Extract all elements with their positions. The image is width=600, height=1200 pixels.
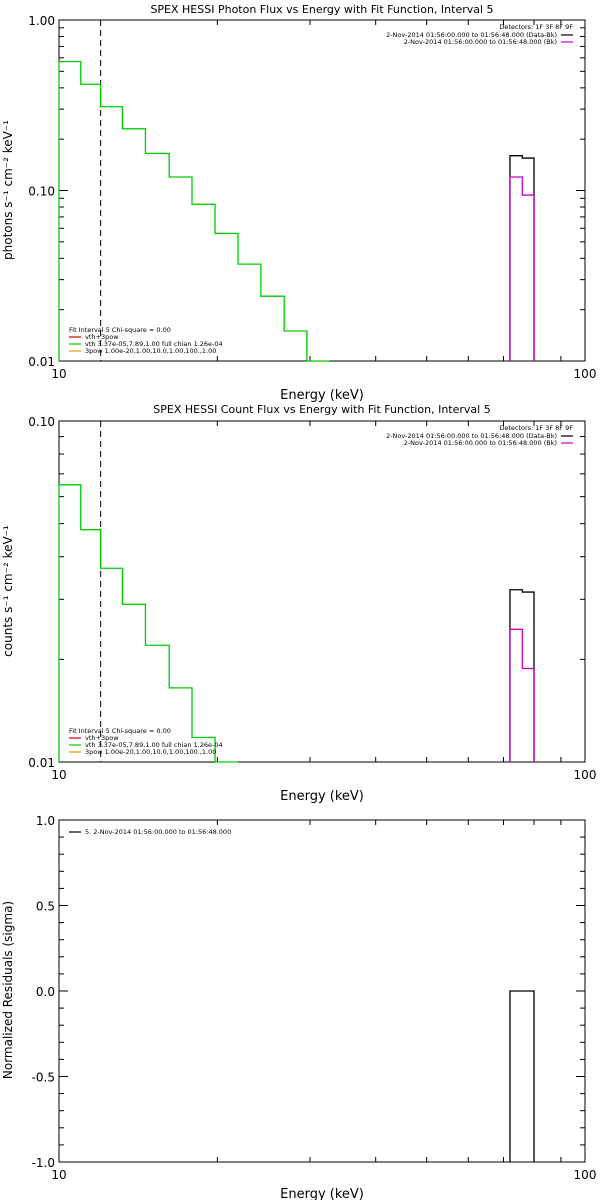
count-flux-ytick-label: 0.10: [28, 415, 55, 429]
count-flux-fit-legend-entry: vth+3pow: [85, 734, 119, 742]
photon-flux-series-2-step-line: [509, 176, 535, 361]
residuals-plot: 10 100 1.0 0.5 0.0 -0.5 -1.0 5. 2-Nov-2014 01:5…: [32, 814, 597, 1182]
count-flux-fit-legend-entry: vth 3.37e-05,7.89,1.00 full chian 1.26e-…: [85, 741, 223, 749]
count-flux-ytick-label: 0.01: [28, 756, 55, 770]
count-flux-legend-header: Detectors: 1F 3F 8F 9F: [499, 424, 573, 432]
photon-flux-fit-legend-entry: vth+3pow: [85, 333, 119, 341]
photon-flux-fit-legend-entry: 3pow 1.00e-20,1.00,10.0,1.00,100.,1.00: [85, 347, 216, 355]
photon-flux-series-0-step-line: [58, 60, 330, 362]
count-flux-panel: SPEX HESSI Count Flux vs Energy with Fit…: [1, 403, 596, 804]
count-flux-xlabel: Energy (keV): [280, 789, 364, 804]
residuals-plot-frame: [58, 819, 586, 1163]
count-flux-series-0-step-line: [58, 484, 239, 763]
photon-flux-fit-legend-header: Fit Interval 5 Chi-square = 0.00: [69, 326, 171, 334]
count-flux-series-1-step-line: [509, 589, 535, 762]
count-flux-xtick-label: 10: [51, 768, 66, 782]
photon-flux-legend-header: Detectors: 1F 3F 8F 9F: [499, 23, 573, 31]
count-flux-legend-entry: 2-Nov-2014 01:56:00.000 to 01:56:48.000 …: [404, 439, 557, 447]
photon-flux-xtick-label: 10: [51, 367, 66, 381]
photon-flux-plot-frame: [58, 19, 586, 362]
photon-flux-title: SPEX HESSI Photon Flux vs Energy with Fi…: [150, 3, 493, 16]
photon-flux-xlabel: Energy (keV): [280, 388, 364, 403]
photon-flux-legend-entry: 2-Nov-2014 01:56:00.000 to 01:56:48.000 …: [386, 31, 557, 39]
photon-flux-ytick-label: 0.10: [28, 185, 55, 199]
count-flux-fit-legend-entry: 3pow 1.00e-20,1.00,10.0,1.00,100.,1.00: [85, 748, 216, 756]
photon-flux-fit-legend-entry: vth 3.37e-05,7.89,1.00 full chian 1.26e-…: [85, 340, 223, 348]
residuals-xtick-label: 10: [51, 1168, 66, 1182]
residuals-ytick-label: 0.0: [36, 985, 55, 999]
count-flux-title: SPEX HESSI Count Flux vs Energy with Fit…: [153, 403, 490, 416]
count-flux-ylabel: counts s⁻¹ cm⁻² keV⁻¹: [1, 525, 15, 657]
count-flux-series-2-step-line: [509, 628, 535, 762]
residuals-ytick-label: -0.5: [32, 1071, 55, 1085]
count-flux-plot-frame: [58, 420, 586, 763]
photon-flux-panel: SPEX HESSI Photon Flux vs Energy with Fi…: [1, 3, 596, 403]
residuals-ylabel: Normalized Residuals (sigma): [1, 901, 15, 1079]
residuals-ytick-label: -1.0: [32, 1156, 55, 1170]
photon-flux-ylabel: photons s⁻¹ cm⁻² keV⁻¹: [1, 120, 15, 260]
count-flux-fit-legend-header: Fit Interval 5 Chi-square = 0.00: [69, 727, 171, 735]
residuals-ytick-label: 0.5: [36, 900, 55, 914]
count-flux-legend-entry: 2-Nov-2014 01:56:00.000 to 01:56:48.000 …: [386, 432, 557, 440]
photon-flux-xtick-label: 100: [574, 367, 597, 381]
photon-flux-ytick-label: 0.01: [28, 355, 55, 369]
photon-flux-legend-entry: 2-Nov-2014 01:56:00.000 to 01:56:48.000 …: [404, 38, 557, 46]
photon-flux-ytick-label: 1.00: [28, 14, 55, 28]
residuals-legend-entry: 5. 2-Nov-2014 01:56:00.000 to 01:56:48.0…: [85, 828, 231, 836]
residuals-xlabel: Energy (keV): [280, 1187, 364, 1200]
residuals-xtick-label: 100: [574, 1168, 597, 1182]
residuals-panel: Energy (keV) Normalized Residuals (sigma…: [1, 814, 596, 1200]
residuals-series-0-step-line: [509, 990, 535, 1162]
count-flux-xtick-label: 100: [574, 768, 597, 782]
residuals-ytick-label: 1.0: [36, 814, 55, 828]
